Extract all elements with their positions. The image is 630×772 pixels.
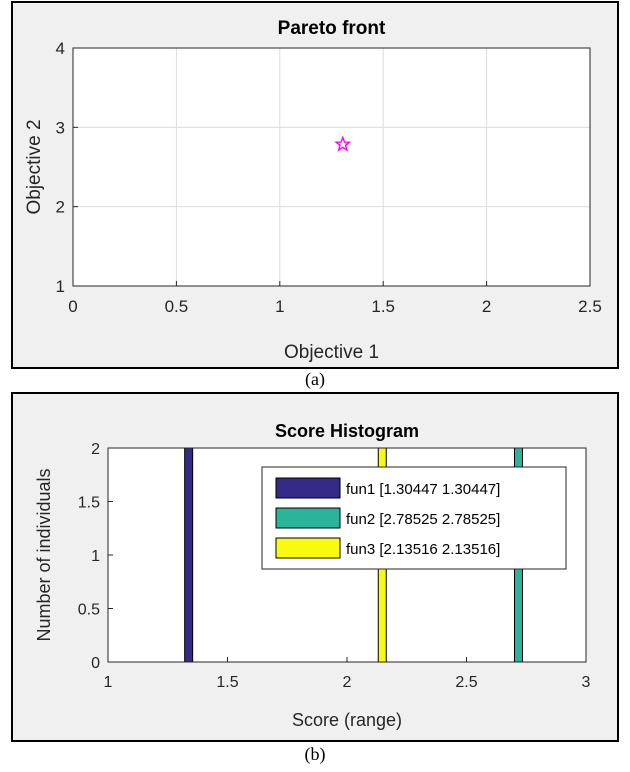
pareto-y-tick-label: 4: [56, 39, 65, 58]
histogram-x-tick-label: 2: [343, 674, 352, 691]
pareto-x-tick-label: 2: [482, 297, 491, 316]
histogram-y-tick-label: 1: [91, 548, 100, 565]
pareto-points: [334, 135, 352, 152]
histogram-x-tick-label: 1: [104, 674, 113, 691]
caption-b: (b): [304, 744, 326, 764]
pareto-x-axis-label: Objective 1: [284, 342, 379, 363]
legend-swatch-fun3: [275, 537, 341, 559]
legend-label-fun1: fun1 [1.30447 1.30447]: [346, 481, 500, 498]
caption-a: (a): [305, 369, 325, 389]
pareto-y-tick-label: 3: [56, 118, 65, 137]
legend-label-fun3: fun3 [2.13516 2.13516]: [346, 541, 500, 558]
pareto-y-axis-label: Objective 2: [24, 119, 45, 214]
histogram-legend: fun1 [1.30447 1.30447] fun2 [2.78525 2.78…: [261, 466, 567, 570]
pareto-x-tick-label: 2.5: [578, 297, 602, 316]
pareto-ticks: 0 0.5 1 1.5 2 2.5 1 2 3 4: [56, 39, 602, 316]
histogram-y-tick-label: 2: [91, 441, 100, 458]
histogram-x-axis-label: Score (range): [292, 710, 402, 730]
pareto-y-tick-label: 2: [56, 198, 65, 217]
pareto-x-tick-label: 0: [68, 297, 77, 316]
histogram-bar-fun1: [184, 447, 194, 663]
pareto-y-tick-label: 1: [56, 277, 65, 296]
histogram-y-tick-label: 0.5: [78, 602, 100, 619]
score-histogram-chart: 1 1.5 2 2.5 3 0 0.5 1 1.5 2 fun1 [1.30447 1.30447…: [34, 421, 591, 730]
pareto-x-tick-label: 0.5: [165, 297, 189, 316]
pareto-front-chart: 0 0.5 1 1.5 2 2.5 1 2 3 4 Pareto front Objective …: [24, 18, 602, 363]
pareto-point-star: [334, 135, 352, 152]
histogram-x-tick-label: 1.5: [216, 674, 238, 691]
pareto-title: Pareto front: [278, 18, 386, 39]
legend-swatch-fun2: [275, 507, 341, 529]
pareto-axes-box: [72, 47, 591, 287]
histogram-x-tick-label: 2.5: [455, 674, 477, 691]
pareto-x-tick-label: 1.5: [371, 297, 395, 316]
pareto-x-tick-label: 1: [275, 297, 284, 316]
pareto-plot-area: [73, 48, 590, 286]
histogram-y-tick-label: 0: [91, 655, 100, 672]
histogram-y-tick-label: 1.5: [78, 495, 100, 512]
histogram-x-tick-label: 3: [582, 674, 591, 691]
histogram-ticks: 1 1.5 2 2.5 3 0 0.5 1 1.5 2: [78, 441, 591, 691]
histogram-y-axis-label: Number of individuals: [34, 468, 54, 641]
histogram-title: Score Histogram: [275, 421, 419, 441]
legend-swatch-fun1: [275, 477, 341, 499]
legend-label-fun2: fun2 [2.78525 2.78525]: [346, 511, 500, 528]
